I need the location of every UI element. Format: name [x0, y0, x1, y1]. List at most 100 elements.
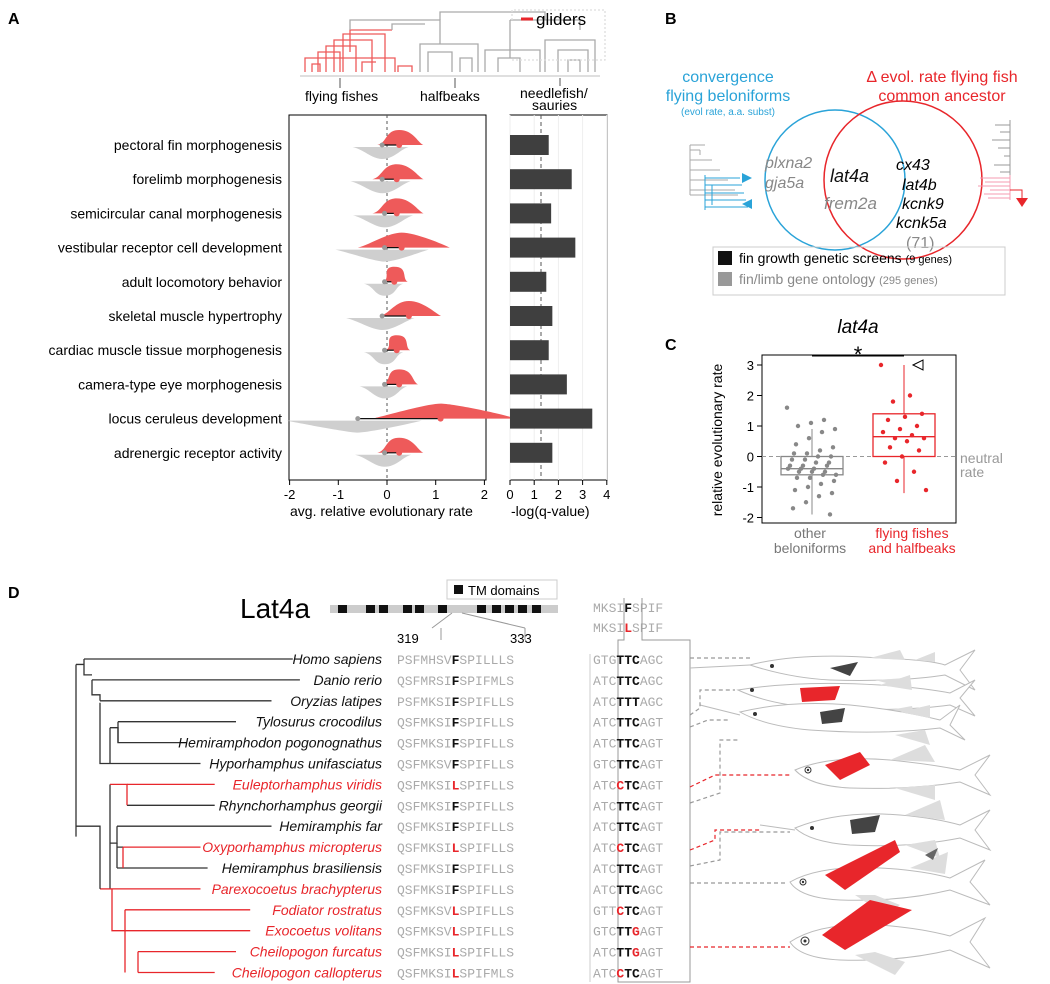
x-tick-label-q: 4 — [603, 487, 610, 502]
aa-prefix: QSFMKSV — [397, 758, 452, 773]
aa-sequence: QSFMKSIFSPIFLLS — [397, 820, 514, 835]
codon-sequence: ATCTTCAGC — [593, 883, 663, 898]
point-other — [802, 457, 808, 462]
halfbeak-far-illustration — [759, 800, 992, 858]
legend-swatch-ontology — [718, 272, 732, 286]
codon-suffix: AGT — [640, 778, 664, 793]
q-value-bar — [510, 408, 593, 429]
codon-suffix: AGT — [640, 946, 664, 961]
aa-prefix: QSFMKSV — [397, 925, 452, 940]
codon-site: TC — [624, 904, 640, 919]
point-other — [819, 429, 825, 435]
y-tick-label: 1 — [747, 419, 754, 434]
codon-header-top-mid: F — [624, 601, 632, 616]
x-tick-label-q: 2 — [555, 487, 562, 502]
aa-sequence: PSFMKSIFSPIFLLS — [397, 695, 514, 710]
aa-prefix: QSFMKSI — [397, 737, 452, 752]
point-flying — [923, 487, 929, 493]
codon-header-top-left: MKSI — [593, 601, 624, 616]
codon-sequence: ATCTTCAGT — [593, 799, 663, 814]
codon-prefix: ATC — [593, 674, 617, 689]
point-flying — [914, 423, 920, 429]
panel-d-phylogeny — [75, 658, 300, 974]
codon-site: TC — [624, 778, 640, 793]
codon-sequence: ATCTTCAGT — [593, 820, 663, 835]
glider-violin — [377, 130, 424, 145]
codon-suffix: AGC — [640, 695, 664, 710]
fish-illustrations — [689, 649, 992, 975]
venn-circle-ancestor — [823, 100, 983, 260]
y-tick-label: -1 — [742, 480, 754, 495]
aa-sequence: QSFMKSILSPIFMLS — [397, 967, 514, 982]
species-name: Euleptorhamphus viridis — [233, 776, 382, 792]
go-term-label: adult locomotory behavior — [122, 274, 283, 290]
aa-sequence: QSFMRSIFSPIFMLS — [397, 674, 514, 689]
flyingfish-parexocoetus-illustration — [789, 840, 991, 915]
codon-prefix: ATC — [593, 820, 617, 835]
species-name: Fodiator rostratus — [272, 902, 382, 918]
point-other — [806, 436, 812, 441]
codon-prefix: ATC — [593, 883, 617, 898]
gene-lat4b: lat4b — [902, 177, 937, 194]
other-mean-point — [379, 176, 385, 182]
other-violin — [286, 420, 422, 433]
other-mean-point — [382, 450, 388, 456]
aa-sequence: QSFMKSVLSPIFLLS — [397, 925, 514, 940]
aa-sequence: QSFMKSILSPIFLLS — [397, 841, 514, 856]
point-other — [794, 475, 800, 481]
venn-left-title-2: flying beloniforms — [666, 88, 791, 105]
other-mean-point — [382, 381, 388, 387]
tree-branch — [76, 825, 101, 889]
codon-sequence: GTCTTCAGT — [593, 758, 663, 773]
aa-sequence: QSFMKSIFSPIFLLS — [397, 862, 514, 877]
aa-site: L — [452, 904, 460, 919]
aa-site: F — [452, 674, 460, 689]
glider-mean-point — [396, 381, 403, 388]
codon-sequence: ATCTTCAGC — [593, 674, 663, 689]
codon-sequence: GTCTTGAGT — [593, 925, 663, 940]
point-other — [808, 420, 814, 426]
aa-suffix: SPIFLLS — [459, 841, 514, 856]
aa-suffix: SPIFLLS — [459, 737, 514, 752]
boxplot-ylabel: relative evolutionary rate — [709, 364, 725, 517]
aa-prefix: QSFMRSI — [397, 674, 452, 689]
aa-prefix: QSFMKSI — [397, 841, 452, 856]
halfbeak-crocodilus-illustration — [699, 703, 966, 745]
point-flying — [909, 432, 915, 438]
glider-violin — [357, 232, 450, 248]
point-other — [833, 472, 839, 477]
other-violin — [363, 352, 404, 365]
point-flying — [904, 439, 910, 444]
aa-sequence: QSFMKSVFSPIFLLS — [397, 758, 514, 773]
point-other — [784, 405, 790, 410]
neutral-label-1: neutral — [960, 450, 1003, 466]
codon-suffix: AGT — [640, 904, 664, 919]
codon-prefix: ATC — [593, 737, 617, 752]
codon-suffix: AGC — [640, 653, 664, 668]
clade-flying-fishes: flying fishes — [305, 88, 378, 104]
q-value-bar — [510, 237, 576, 258]
aa-site: L — [452, 778, 460, 793]
zoom-lines — [431, 612, 526, 629]
point-other — [832, 426, 838, 432]
codon-suffix: AGT — [640, 758, 664, 773]
x-label-flying-1: flying fishes — [875, 525, 948, 541]
species-name: Rhynchorhamphus georgii — [219, 797, 383, 813]
codon-suffix: AGT — [640, 716, 664, 731]
other-violin — [352, 147, 409, 159]
codon-header-bot-mid: L — [624, 621, 632, 636]
go-term-label: skeletal muscle hypertrophy — [108, 308, 282, 324]
aa-prefix: QSFMKSI — [397, 967, 452, 982]
tm-legend-swatch — [454, 585, 463, 594]
glider-mean-point — [393, 176, 400, 183]
glider-mean-point — [398, 244, 405, 251]
aa-suffix: SPIFLLS — [459, 820, 514, 835]
x-axis-label-q: -log(q-value) — [511, 503, 590, 519]
legend-ontology-count: (295 genes) — [879, 275, 938, 287]
codon-sequence: ATCCTCAGT — [593, 778, 663, 793]
codon-bracket — [617, 598, 691, 983]
codon-prefix: ATC — [593, 946, 617, 961]
codon-site: TTC — [616, 653, 640, 668]
aa-prefix: QSFMKSI — [397, 883, 452, 898]
